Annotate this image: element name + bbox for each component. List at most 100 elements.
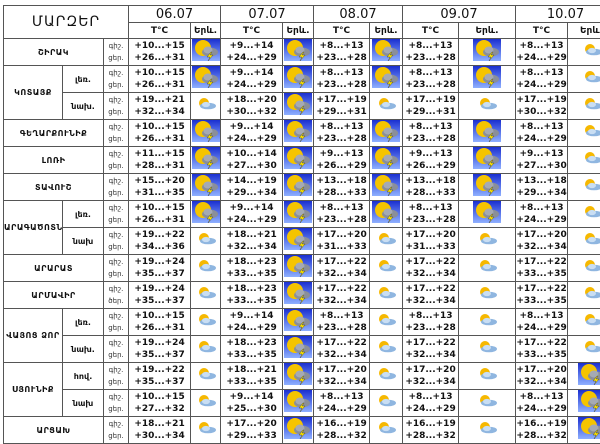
temperature-cell: +8...+13+24...+29 <box>516 390 568 417</box>
night-label: գիշ. <box>104 418 128 430</box>
thunderstorm-icon <box>192 120 220 146</box>
weather-cell <box>191 255 221 282</box>
weather-cell <box>459 201 516 228</box>
thunderstorm-icon <box>192 39 220 65</box>
partly-cloudy-icon <box>475 231 499 251</box>
day-temperature: +33...+35 <box>516 268 567 280</box>
period-labels: գիշ.ցեր. <box>104 417 129 444</box>
temperature-cell: +17...+20+31...+33 <box>403 228 459 255</box>
night-temperature: +9...+14 <box>221 40 282 52</box>
day-label: ցեր. <box>104 430 128 442</box>
day-temperature: +26...+31 <box>129 322 190 334</box>
weather-cell <box>283 66 314 93</box>
temperature-cell: +8...+13+24...+29 <box>516 120 568 147</box>
temperature-cell: +17...+20+32...+34 <box>403 363 459 390</box>
temperature-cell: +17...+19+29...+31 <box>314 93 370 120</box>
day-temperature: +23...+28 <box>314 79 369 91</box>
region-name: ՇԻՐԱԿ <box>4 39 104 66</box>
weather-column-header: Երև. <box>370 23 403 39</box>
day-temperature: +33...+35 <box>221 349 282 361</box>
partly-cloudy-icon <box>194 285 218 305</box>
thunderstorm-icon <box>192 174 220 200</box>
day-label: ցեր. <box>104 241 128 253</box>
night-temperature: +8...+13 <box>403 67 458 79</box>
temperature-cell: +17...+19+29...+31 <box>403 93 459 120</box>
weather-cell <box>191 201 221 228</box>
thunderstorm-icon <box>284 282 312 308</box>
weather-cell <box>191 282 221 309</box>
temperature-cell: +8...+13+24...+29 <box>314 390 370 417</box>
night-temperature: +8...+13 <box>314 67 369 79</box>
weather-cell <box>459 147 516 174</box>
region-name: ԱՐԱԳԱԾՈՏՆ <box>4 201 63 255</box>
night-temperature: +9...+14 <box>221 391 282 403</box>
night-label: գիշ. <box>104 202 128 214</box>
temperature-cell: +10...+15+27...+32 <box>129 390 191 417</box>
night-temperature: +16...+19 <box>403 418 458 430</box>
day-label: ցեր. <box>104 403 128 415</box>
partly-cloudy-icon <box>194 339 218 359</box>
weather-cell <box>283 93 314 120</box>
partly-cloudy-icon <box>475 393 499 413</box>
temperature-column-header: T°C <box>129 23 191 39</box>
day-temperature: +24...+29 <box>221 79 282 91</box>
night-label: գիշ. <box>104 121 128 133</box>
partly-cloudy-icon <box>580 177 600 197</box>
partly-cloudy-icon <box>374 393 398 413</box>
night-temperature: +18...+21 <box>221 364 282 376</box>
night-label: գիշ. <box>104 364 128 376</box>
weather-cell <box>370 147 403 174</box>
weather-cell <box>283 255 314 282</box>
weather-column-header: Երև. <box>191 23 221 39</box>
night-temperature: +8...+13 <box>403 40 458 52</box>
night-temperature: +10...+14 <box>221 148 282 160</box>
night-temperature: +10...+15 <box>129 202 190 214</box>
thunderstorm-icon <box>372 120 400 146</box>
temperature-cell: +19...+24+35...+37 <box>129 336 191 363</box>
day-temperature: +32...+34 <box>129 106 190 118</box>
thunderstorm-icon <box>372 201 400 227</box>
temperature-cell: +8...+13+23...+28 <box>403 39 459 66</box>
day-temperature: +27...+32 <box>129 403 190 415</box>
table-row: նախ.գիշ.ցեր.+19...+21+32...+34+18...+20+… <box>4 93 600 120</box>
temperature-cell: +8...+13+23...+28 <box>314 39 370 66</box>
thunderstorm-icon <box>284 228 312 254</box>
night-temperature: +19...+24 <box>129 283 190 295</box>
day-temperature: +29...+33 <box>221 430 282 442</box>
weather-cell <box>283 174 314 201</box>
subregion-label: նախ <box>63 390 104 417</box>
day-label: ցեր. <box>104 187 128 199</box>
weather-column-header: Երև. <box>568 23 600 39</box>
weather-cell <box>459 255 516 282</box>
weather-cell <box>370 282 403 309</box>
day-label: ցեր. <box>104 106 128 118</box>
weather-cell <box>191 363 221 390</box>
regions-header: ՄԱՐԶԵՐ <box>4 6 129 39</box>
partly-cloudy-icon <box>580 69 600 89</box>
thunderstorm-icon <box>192 66 220 92</box>
weather-cell <box>568 390 600 417</box>
day-label: ցեր. <box>104 376 128 388</box>
thunderstorm-icon <box>473 39 501 65</box>
day-temperature: +28...+31 <box>129 160 190 172</box>
region-name: ԱՐՄԱՎԻՐ <box>4 282 104 309</box>
weather-cell <box>568 363 600 390</box>
day-temperature: +35...+37 <box>129 295 190 307</box>
night-temperature: +18...+20 <box>221 94 282 106</box>
weather-cell <box>370 309 403 336</box>
weather-cell <box>568 39 600 66</box>
temperature-cell: +8...+13+24...+29 <box>516 66 568 93</box>
partly-cloudy-icon <box>475 96 499 116</box>
night-temperature: +18...+23 <box>221 283 282 295</box>
day-temperature: +26...+31 <box>129 214 190 226</box>
night-temperature: +9...+14 <box>221 121 282 133</box>
temperature-cell: +17...+20+31...+33 <box>314 228 370 255</box>
temperature-cell: +10...+15+26...+31 <box>129 201 191 228</box>
night-temperature: +8...+13 <box>516 310 567 322</box>
partly-cloudy-icon <box>194 231 218 251</box>
night-label: գիշ. <box>104 175 128 187</box>
night-temperature: +8...+13 <box>314 121 369 133</box>
weather-cell <box>459 417 516 444</box>
